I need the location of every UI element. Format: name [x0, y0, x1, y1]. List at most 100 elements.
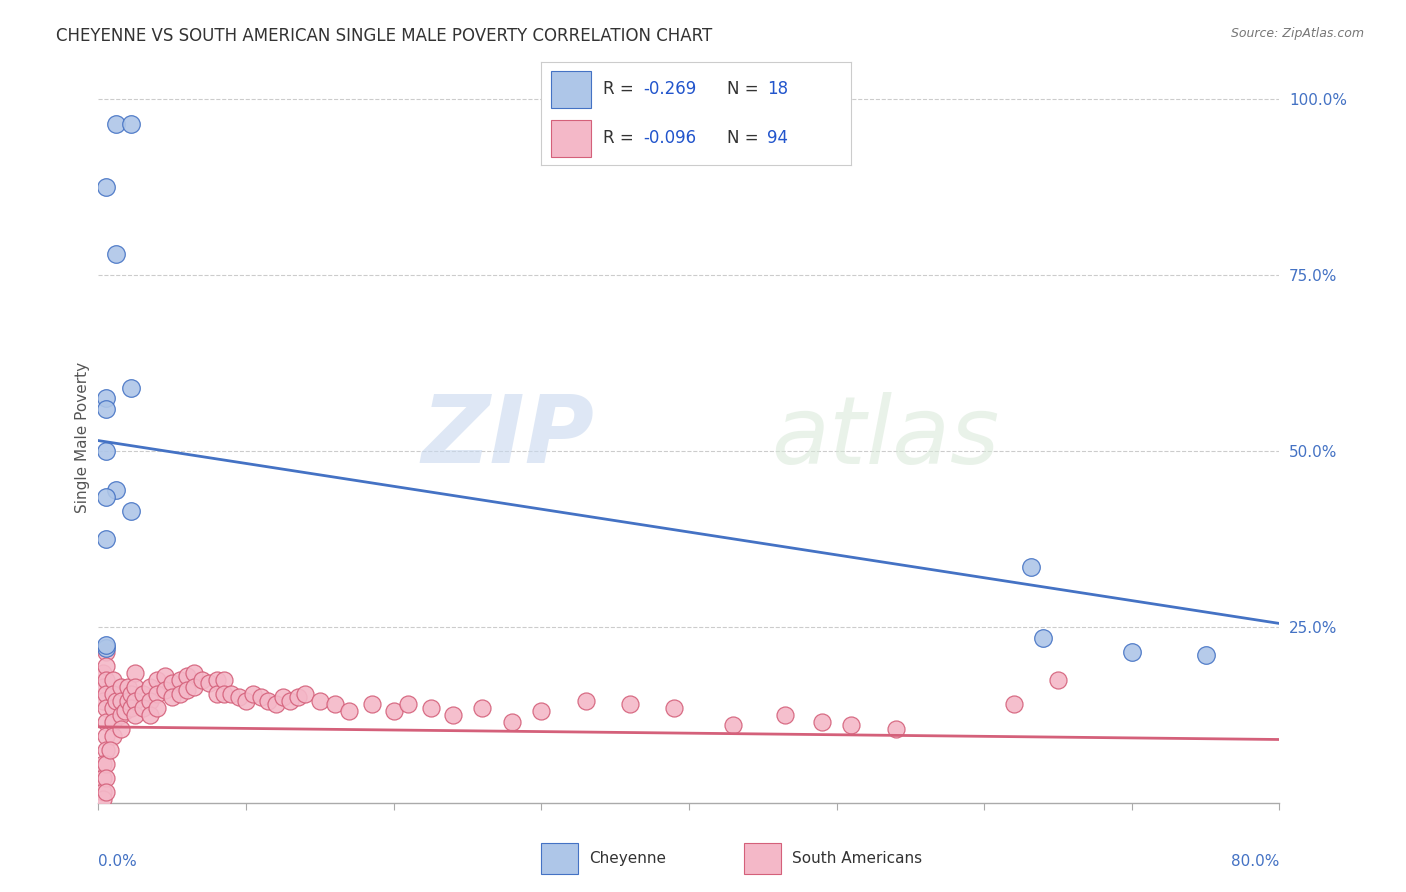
Point: [235, 694, 257, 708]
FancyBboxPatch shape: [744, 843, 782, 874]
Point: [1021, 560, 1043, 574]
Point: [1046, 673, 1069, 687]
Point: [132, 687, 155, 701]
Text: N =: N =: [727, 129, 763, 147]
Point: [110, 694, 132, 708]
Text: N =: N =: [727, 80, 763, 98]
Point: [94, 673, 117, 687]
Point: [103, 714, 125, 729]
Point: [110, 680, 132, 694]
Point: [120, 687, 142, 701]
Point: [120, 117, 142, 131]
Point: [120, 381, 142, 395]
Text: 0.0%: 0.0%: [98, 854, 138, 869]
Point: [94, 757, 117, 772]
Text: -0.269: -0.269: [644, 80, 696, 98]
Point: [287, 690, 309, 705]
Point: [146, 687, 169, 701]
Point: [219, 687, 242, 701]
Point: [810, 714, 832, 729]
Point: [114, 705, 136, 719]
Point: [110, 707, 132, 722]
Point: [382, 705, 405, 719]
Point: [94, 771, 117, 785]
Point: [773, 707, 796, 722]
Text: ZIP: ZIP: [422, 391, 595, 483]
Point: [250, 690, 273, 705]
Text: atlas: atlas: [772, 392, 1000, 483]
Text: R =: R =: [603, 80, 640, 98]
Point: [146, 701, 169, 715]
Point: [309, 694, 332, 708]
Point: [339, 705, 360, 719]
Point: [574, 694, 596, 708]
Point: [619, 698, 641, 712]
Point: [257, 694, 280, 708]
Text: Cheyenne: Cheyenne: [589, 851, 666, 866]
Point: [441, 707, 464, 722]
Point: [530, 705, 553, 719]
Point: [94, 638, 117, 652]
Point: [271, 690, 294, 705]
Point: [419, 701, 441, 715]
Point: [242, 687, 264, 701]
Point: [94, 641, 117, 656]
Point: [94, 785, 117, 799]
Point: [124, 680, 146, 694]
Point: [91, 665, 114, 680]
Point: [91, 694, 114, 708]
Point: [471, 701, 494, 715]
Point: [94, 180, 117, 194]
Point: [94, 490, 117, 504]
Point: [153, 669, 176, 683]
Point: [117, 694, 139, 708]
Point: [183, 665, 205, 680]
Point: [139, 680, 162, 694]
Point: [105, 117, 128, 131]
Point: [103, 701, 125, 715]
Text: 94: 94: [768, 129, 789, 147]
Point: [94, 644, 117, 658]
Point: [103, 673, 125, 687]
Point: [228, 690, 250, 705]
Point: [169, 687, 191, 701]
Text: -0.096: -0.096: [644, 129, 696, 147]
Point: [396, 698, 419, 712]
Point: [153, 683, 176, 698]
Point: [98, 743, 121, 757]
Point: [91, 680, 114, 694]
Point: [105, 483, 128, 497]
Point: [176, 669, 198, 683]
Point: [91, 771, 114, 785]
Point: [1121, 644, 1143, 658]
Point: [91, 785, 114, 799]
FancyBboxPatch shape: [551, 120, 591, 157]
Point: [103, 729, 125, 743]
Point: [94, 714, 117, 729]
Point: [264, 698, 287, 712]
Point: [723, 718, 745, 732]
Point: [205, 687, 228, 701]
Point: [94, 729, 117, 743]
Point: [120, 504, 142, 518]
Point: [117, 680, 139, 694]
Point: [501, 714, 523, 729]
Point: [176, 683, 198, 698]
Point: [183, 680, 205, 694]
Text: CHEYENNE VS SOUTH AMERICAN SINGLE MALE POVERTY CORRELATION CHART: CHEYENNE VS SOUTH AMERICAN SINGLE MALE P…: [56, 27, 713, 45]
Point: [139, 707, 162, 722]
Point: [1195, 648, 1218, 662]
Point: [94, 743, 117, 757]
Point: [323, 698, 346, 712]
Point: [884, 722, 907, 736]
Point: [120, 701, 142, 715]
Point: [132, 701, 155, 715]
Point: [124, 665, 146, 680]
FancyBboxPatch shape: [551, 70, 591, 108]
Point: [198, 676, 221, 690]
Point: [94, 532, 117, 546]
Point: [124, 707, 146, 722]
Point: [162, 676, 183, 690]
Point: [212, 687, 235, 701]
Point: [94, 701, 117, 715]
